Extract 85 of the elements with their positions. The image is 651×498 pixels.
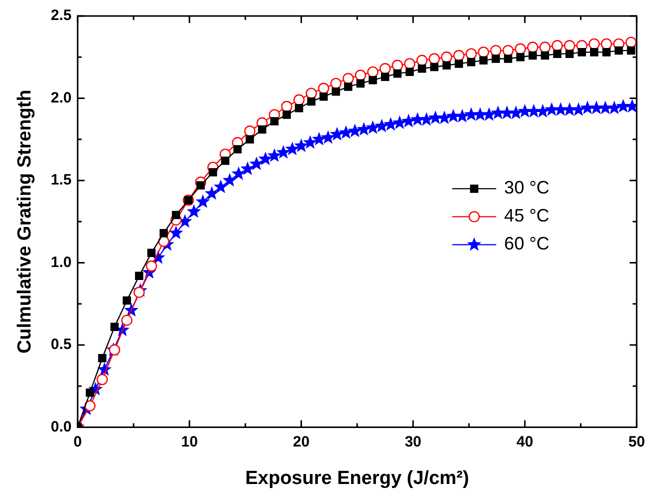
- point: [602, 48, 611, 56]
- x-tick-label: 40: [516, 433, 534, 450]
- point: [84, 400, 96, 412]
- point: [527, 42, 538, 53]
- point: [626, 46, 636, 55]
- point: [564, 40, 576, 52]
- point: [354, 70, 366, 81]
- y-tick-label: 0.0: [50, 418, 72, 436]
- point: [318, 82, 330, 94]
- point: [406, 68, 414, 76]
- point: [342, 72, 354, 84]
- point: [502, 44, 514, 56]
- point: [404, 58, 416, 70]
- point: [110, 322, 119, 332]
- point: [319, 92, 328, 101]
- point: [96, 374, 108, 386]
- point: [307, 97, 316, 106]
- point: [258, 125, 266, 134]
- point: [244, 126, 256, 137]
- point: [590, 48, 598, 56]
- y-tick-label: 2.5: [50, 7, 72, 24]
- x-tick-label: 10: [181, 433, 198, 450]
- point: [440, 52, 452, 63]
- point: [565, 50, 574, 58]
- point: [98, 354, 106, 362]
- point: [108, 344, 120, 356]
- x-tick-label: 50: [628, 433, 645, 450]
- point: [147, 248, 156, 257]
- point: [160, 228, 168, 238]
- x-tick-label: 0: [73, 433, 82, 450]
- point: [121, 314, 132, 326]
- point: [552, 40, 563, 52]
- point: [418, 64, 426, 73]
- legend-label: 45 °C: [504, 206, 550, 226]
- point: [233, 145, 242, 154]
- point: [196, 181, 205, 190]
- point: [135, 272, 144, 280]
- legend-label: 60 °C: [504, 234, 550, 254]
- point: [528, 51, 537, 60]
- point: [306, 88, 317, 99]
- y-tick-label: 1.5: [50, 172, 72, 189]
- y-axis-title: Culmulative Grating Strength: [14, 90, 36, 354]
- point: [393, 69, 402, 78]
- legend-label: 30 °C: [504, 178, 550, 198]
- point: [122, 296, 131, 305]
- point: [516, 52, 525, 62]
- y-tick-label: 2.0: [50, 89, 72, 106]
- x-axis-title: Exposure Energy (J/cm²): [245, 468, 470, 489]
- point: [514, 43, 526, 54]
- point: [380, 72, 390, 81]
- point: [578, 48, 586, 56]
- point: [208, 168, 218, 176]
- point: [282, 110, 291, 119]
- point: [553, 50, 562, 58]
- point: [356, 79, 365, 88]
- point: [504, 54, 512, 63]
- point: [430, 62, 438, 72]
- y-tick-label: 0.5: [50, 336, 72, 354]
- point: [539, 42, 551, 53]
- point: [540, 51, 550, 60]
- y-tick-label: 1.0: [50, 254, 72, 271]
- point: [478, 46, 490, 58]
- point: [442, 61, 451, 70]
- point: [467, 58, 476, 66]
- point: [332, 88, 340, 96]
- point: [454, 60, 464, 68]
- point: [246, 135, 254, 144]
- point: [172, 210, 180, 220]
- point: [368, 76, 377, 84]
- point: [392, 60, 404, 71]
- point: [270, 117, 279, 126]
- point: [344, 82, 352, 91]
- point: [294, 104, 304, 112]
- point: [453, 50, 464, 62]
- x-tick-label: 20: [292, 433, 310, 450]
- point: [428, 53, 440, 64]
- point: [614, 46, 623, 55]
- point: [86, 388, 94, 397]
- point: [479, 56, 488, 65]
- point: [146, 260, 158, 272]
- point: [134, 286, 145, 298]
- x-tick-label: 30: [404, 433, 422, 450]
- point: [380, 63, 391, 74]
- point: [221, 156, 230, 165]
- point: [492, 54, 500, 63]
